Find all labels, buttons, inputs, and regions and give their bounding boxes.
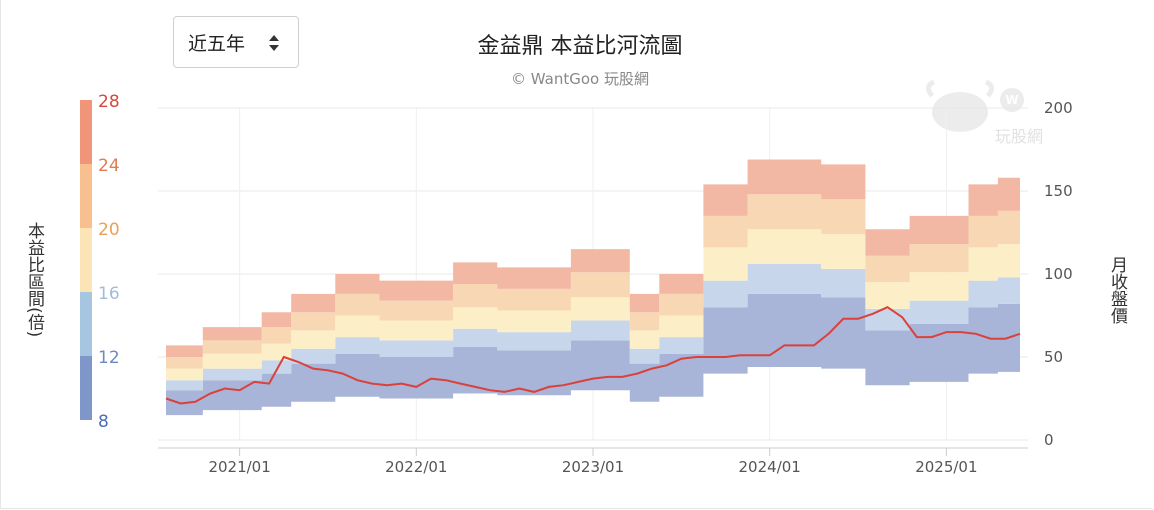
chart-credit: © WantGoo 玩股網 (511, 70, 649, 88)
y-tick-label: 50 (1044, 348, 1063, 366)
y-tick-label: 200 (1044, 99, 1073, 117)
colorbar-segment (80, 164, 92, 228)
colorbar-tick-label: 20 (98, 220, 120, 240)
period-select[interactable]: 近五年 (173, 16, 299, 68)
x-tick-label: 2023/01 (562, 458, 624, 476)
pe-band-24倍-28倍 (166, 159, 1020, 357)
pe-band-12倍-16倍 (166, 264, 1020, 391)
y-tick-label: 0 (1044, 431, 1054, 449)
pe-band-20倍-24倍 (166, 194, 1020, 369)
x-tick-label: 2025/01 (915, 458, 977, 476)
wantgoo-watermark: W 玩股網 (926, 79, 1043, 146)
y-tick-label: 150 (1044, 182, 1073, 200)
svg-text:W: W (1005, 93, 1018, 107)
pe-band-16倍-20倍 (166, 229, 1020, 381)
x-tick-label: 2022/01 (385, 458, 447, 476)
colorbar-segment (80, 356, 92, 420)
x-tick-label: 2021/01 (208, 458, 270, 476)
period-select-label: 近五年 (188, 32, 246, 55)
x-tick-label: 2024/01 (739, 458, 801, 476)
price-axis-label: 月收盤價 (1107, 256, 1127, 324)
colorbar-tick-label: 8 (98, 412, 109, 432)
watermark-text: 玩股網 (995, 127, 1043, 146)
monthly-close-price-line (165, 306, 1021, 405)
colorbar-segment (80, 100, 92, 164)
sort-arrows-icon (269, 35, 279, 51)
colorbar-segment (80, 292, 92, 356)
colorbar-segment (80, 228, 92, 292)
y-tick-label: 100 (1044, 265, 1073, 283)
colorbar-tick-label: 28 (98, 92, 120, 112)
colorbar-tick-label: 24 (98, 156, 120, 176)
colorbar-tick-label: 16 (98, 284, 120, 304)
colorbar-axis-label: 本益比區間(倍) (24, 222, 44, 338)
chart-title: 金益鼎 本益比河流圖 (477, 34, 683, 59)
colorbar-tick-label: 12 (98, 348, 120, 368)
